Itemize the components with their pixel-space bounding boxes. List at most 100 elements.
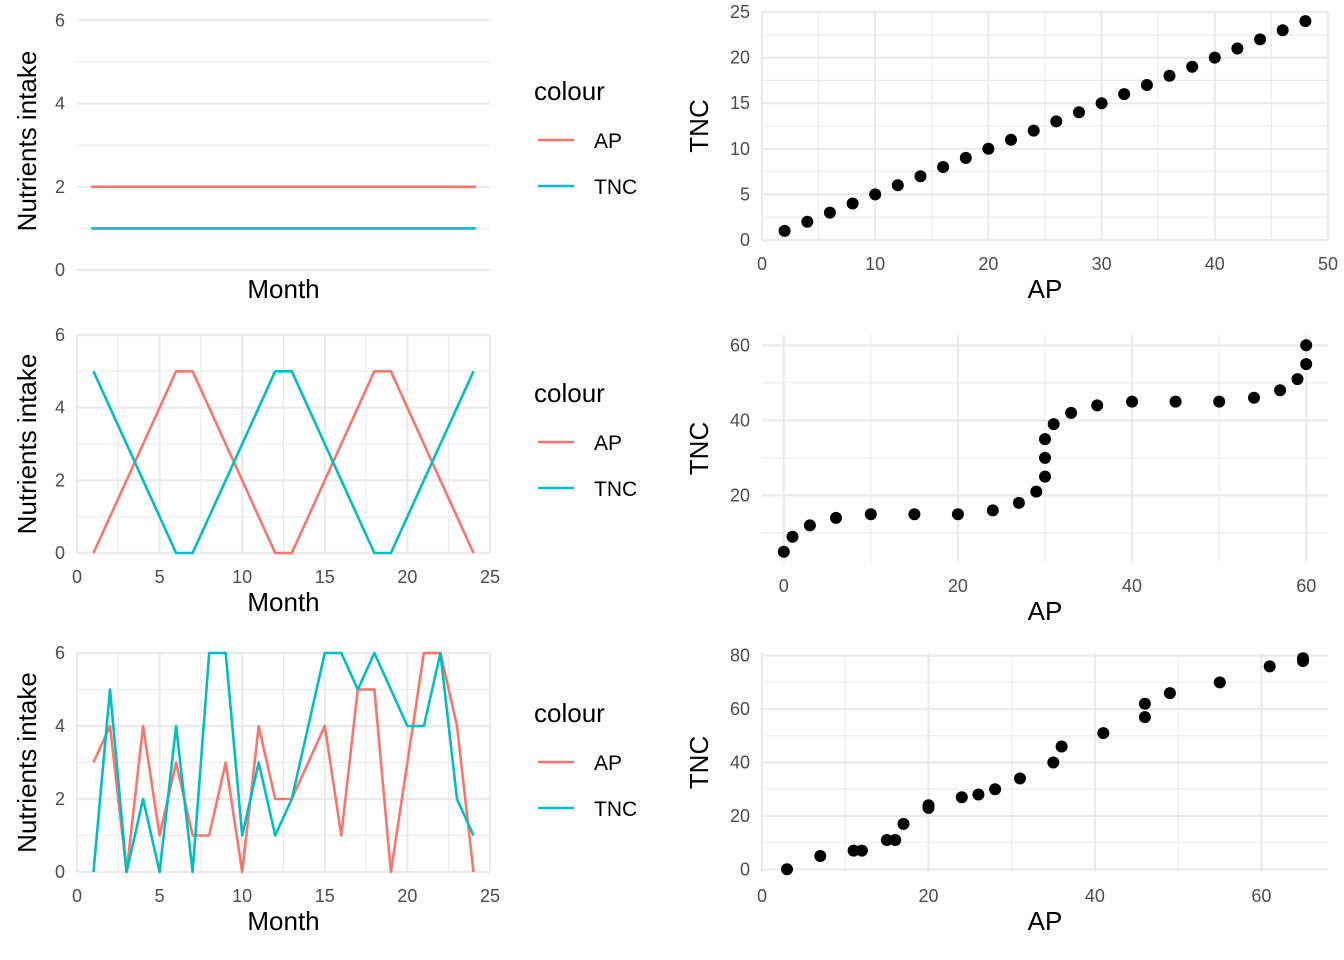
scatter-point: [1065, 406, 1078, 419]
scatter-point: [989, 783, 1002, 796]
x-tick-label: 60: [1251, 886, 1271, 906]
scatter-point: [823, 206, 836, 219]
legend-label-tnc: TNC: [594, 798, 637, 821]
x-axis-title: Month: [247, 274, 319, 304]
y-tick-label: 10: [730, 139, 750, 159]
scatter-point: [1208, 51, 1221, 64]
y-tick-label: 80: [730, 646, 750, 666]
y-tick-label: 4: [55, 716, 65, 736]
x-tick-label: 40: [1205, 254, 1225, 274]
scatter-point: [986, 504, 999, 517]
x-axis-title: Month: [247, 906, 319, 936]
x-axis-title: AP: [1028, 906, 1063, 936]
scatter-point: [1012, 496, 1025, 509]
chart-panel-1: 0 2 4 6 Month Nutrients intake colour AP TNC: [12, 10, 637, 304]
scatter-point: [937, 161, 950, 173]
legend-label-ap: AP: [594, 432, 622, 455]
scatter-point: [972, 788, 985, 801]
y-tick-label: 2: [55, 789, 65, 809]
scatter-point: [801, 215, 814, 228]
x-tick-label: 0: [779, 576, 789, 596]
scatter-point: [869, 188, 882, 201]
x-tick-label: 30: [1092, 254, 1112, 274]
x-tick-label: 15: [315, 567, 335, 587]
x-tick-label: 0: [757, 254, 767, 274]
x-tick-label: 50: [1318, 254, 1338, 274]
scatter-point: [814, 850, 827, 862]
series-line-ap: [92, 651, 475, 874]
y-tick-label: 4: [55, 94, 65, 114]
scatter-point: [1276, 24, 1289, 37]
legend-label-ap: AP: [594, 130, 622, 153]
y-tick-label: 2: [55, 177, 65, 197]
y-tick-label: 20: [730, 48, 750, 68]
chart-panel-4: 20 40 60 0 20 40 60 AP TNC: [684, 335, 1328, 626]
x-tick-label: 10: [865, 254, 885, 274]
legend-label-tnc: TNC: [594, 478, 637, 501]
y-tick-label: 6: [55, 10, 65, 30]
x-tick-label: 0: [72, 567, 82, 587]
chart-panel-5: 0 2 4 6 0 5 10 15 20 25 Month Nutrients intake colou…: [12, 643, 637, 936]
scatter-point: [1047, 418, 1060, 431]
x-tick-label: 20: [397, 567, 417, 587]
scatter-point: [1138, 711, 1151, 724]
x-tick-label: 20: [978, 254, 998, 274]
x-tick-label: 60: [1296, 576, 1316, 596]
y-axis-title: Nutrients intake: [12, 672, 42, 853]
x-tick-label: 15: [315, 886, 335, 906]
scatter-point: [880, 834, 893, 846]
scatter-point: [951, 508, 964, 521]
chart-panel-2: 0 5 10 15 20 25 0 10 20 30 40 50 AP TNC: [684, 2, 1338, 304]
x-tick-label: 25: [480, 567, 500, 587]
scatter-point: [1050, 115, 1063, 128]
y-axis-title: Nutrients intake: [12, 354, 42, 535]
legend-label-tnc: TNC: [594, 176, 637, 199]
y-axis-title: TNC: [684, 422, 714, 475]
x-axis-title: AP: [1028, 596, 1063, 626]
scatter-point: [897, 817, 910, 830]
scatter-point: [1231, 42, 1244, 55]
scatter-point: [803, 519, 816, 532]
scatter-point: [1039, 451, 1051, 464]
scatter-point: [1055, 740, 1068, 753]
y-tick-label: 20: [730, 485, 750, 505]
x-tick-label: 5: [155, 886, 165, 906]
x-axis-title: AP: [1028, 274, 1063, 304]
scatter-point: [1213, 395, 1226, 408]
scatter-point: [864, 508, 877, 521]
y-tick-label: 0: [740, 859, 750, 879]
y-tick-label: 0: [55, 862, 65, 882]
y-axis-title: TNC: [684, 736, 714, 789]
series-line-tnc: [92, 651, 475, 874]
y-tick-label: 5: [740, 184, 750, 204]
scatter-point: [1163, 687, 1176, 700]
scatter-point: [922, 799, 935, 812]
scatter-point: [1140, 79, 1153, 91]
scatter-point: [1005, 133, 1017, 146]
scatter-point: [982, 142, 995, 155]
chart-panel-6: 0 20 40 60 80 0 20 40 60 AP TNC: [684, 646, 1328, 936]
scatter-point: [891, 179, 904, 192]
x-tick-label: 10: [232, 886, 252, 906]
scatter-point: [1163, 69, 1176, 82]
scatter-point: [1073, 106, 1085, 119]
y-tick-label: 0: [740, 230, 750, 250]
scatter-point: [781, 863, 793, 876]
x-tick-label: 25: [480, 886, 500, 906]
scatter-point: [777, 545, 790, 558]
legend-label-ap: AP: [594, 752, 622, 775]
scatter-point: [1091, 399, 1104, 412]
y-tick-label: 15: [730, 93, 750, 113]
legend-title: colour: [534, 698, 605, 728]
scatter-point: [1248, 391, 1260, 404]
y-tick-label: 0: [55, 260, 65, 280]
x-tick-label: 20: [397, 886, 417, 906]
series-line-ap: [92, 369, 475, 555]
chart-panel-3: 0 2 4 6 0 5 10 15 20 25 Month Nutrients intake colou…: [12, 325, 637, 617]
y-tick-label: 40: [730, 410, 750, 430]
scatter-point: [914, 170, 927, 183]
scatter-point: [1254, 33, 1267, 46]
scatter-point: [786, 530, 799, 543]
y-tick-label: 20: [730, 806, 750, 826]
